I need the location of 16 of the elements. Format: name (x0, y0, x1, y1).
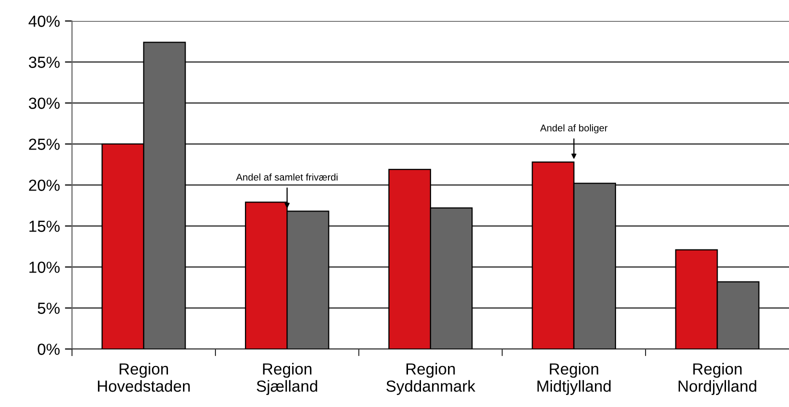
y-tick-label: 10% (29, 262, 60, 273)
y-tick-label: 0% (38, 344, 60, 355)
annotation: Andel af boliger (540, 124, 608, 134)
y-tick-label: 35% (28, 56, 60, 68)
x-tick-label: Region Nordjylland (678, 362, 756, 395)
y-tick-label: 5% (38, 302, 60, 314)
y-tick-label: 20% (29, 180, 60, 191)
x-tick-label: Region Syddanmark (386, 362, 476, 395)
x-tick-label: Region Sjælland (256, 362, 318, 395)
y-tick-label: 25% (29, 138, 60, 150)
annotation: Andel af samlet friværdi (236, 173, 338, 181)
x-tick-label: Region Midtjylland (537, 362, 611, 395)
y-tick-label: 30% (28, 98, 60, 109)
y-tick-label: 15% (29, 220, 60, 232)
x-tick-label: Region Hovedstaden (98, 362, 190, 392)
y-tick-label: 40% (28, 16, 60, 27)
